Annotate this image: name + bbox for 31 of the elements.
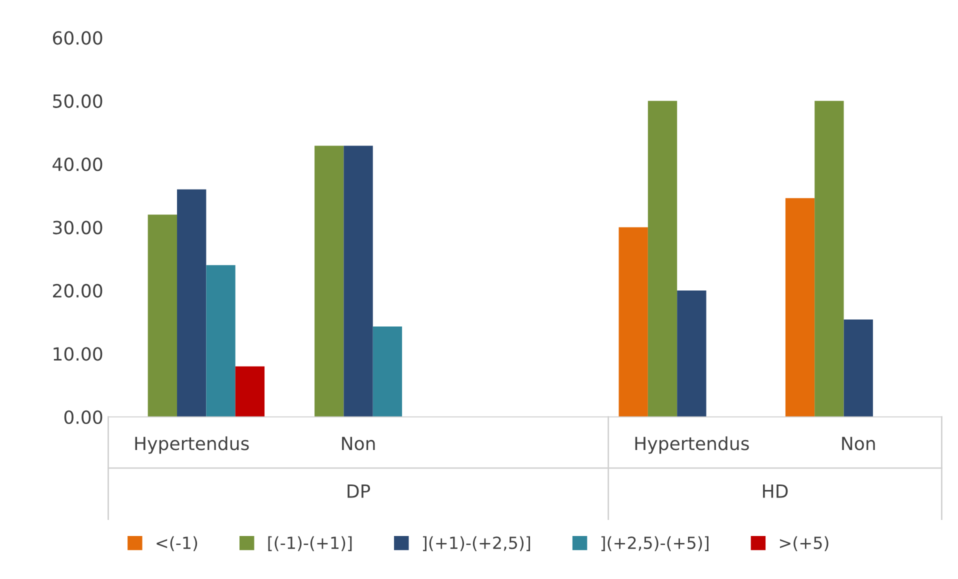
bar [344, 146, 373, 417]
y-tick-label: 20.00 [53, 284, 102, 298]
bar [618, 227, 648, 417]
bar [648, 100, 678, 417]
x-tick-label: Non [842, 436, 875, 450]
legend-label: <(-1) [156, 536, 198, 552]
text: DP [348, 484, 370, 498]
y-tick-label: 0.00 [64, 410, 102, 424]
x-tick-label: Hypertendus [635, 436, 749, 454]
legend-label: >(+5) [780, 536, 828, 552]
bar [206, 265, 236, 417]
bar [177, 189, 206, 417]
y-tick-label: 40.00 [52, 158, 102, 172]
x-tick-label: Non [342, 436, 375, 450]
bar [148, 214, 178, 417]
legend-label: [(-1)-(+1)] [268, 536, 352, 552]
bar [677, 290, 706, 417]
bar [235, 366, 265, 417]
bar [314, 146, 344, 417]
x-tick-label: Hypertendus [135, 436, 249, 454]
text: HD [763, 484, 788, 498]
y-tick-label: 10.00 [54, 347, 102, 361]
bar [844, 320, 873, 417]
legend-label: ](+2,5)-(+5)] [601, 536, 708, 552]
y-tick-label: 50.00 [53, 94, 102, 108]
y-tick-label: 30.00 [53, 220, 102, 234]
y-tick-label: 60.00 [52, 31, 102, 45]
bar [814, 100, 844, 417]
legend-label: ](+1)-(+2,5)] [423, 536, 530, 552]
bar [785, 198, 815, 417]
bar [372, 326, 402, 417]
